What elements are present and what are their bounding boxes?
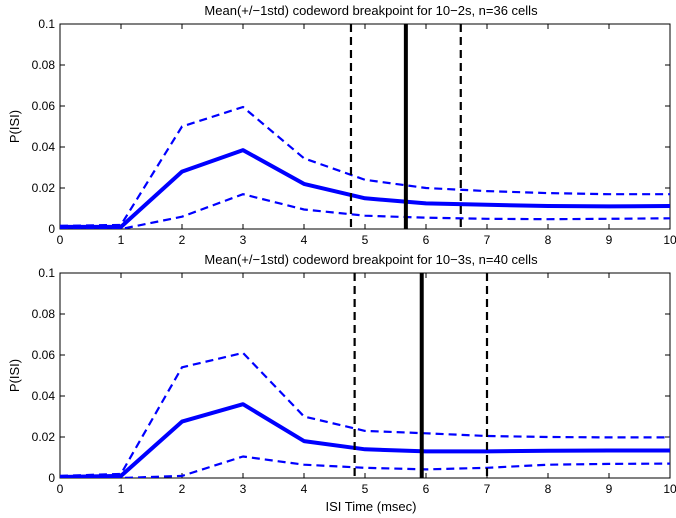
x-tick-label: 7 [484, 233, 491, 247]
y-axis-label: P(ISI) [7, 359, 22, 392]
x-tick-label: 0 [57, 482, 64, 496]
x-tick-label: 6 [423, 233, 430, 247]
series-line-mean [60, 148, 670, 229]
series-line-upper [60, 351, 670, 477]
x-tick-label: 3 [240, 482, 247, 496]
y-tick-label: 0.06 [32, 99, 56, 113]
x-tick-label: 9 [606, 233, 613, 247]
y-tick-label: 0.02 [32, 430, 56, 444]
x-tick-label: 4 [301, 233, 308, 247]
chart-panel-2: Mean(+/−1std) codeword breakpoint for 10… [7, 252, 676, 514]
x-tick-label: 5 [362, 233, 369, 247]
chart-panel-1: Mean(+/−1std) codeword breakpoint for 10… [7, 3, 676, 247]
y-axis-label: P(ISI) [7, 110, 22, 143]
series-line-lower [60, 455, 670, 478]
x-tick-label: 9 [606, 482, 613, 496]
series-line-lower [60, 193, 670, 229]
x-tick-label: 8 [545, 233, 552, 247]
x-tick-label: 3 [240, 233, 247, 247]
x-tick-label: 7 [484, 482, 491, 496]
x-tick-label: 0 [57, 233, 64, 247]
series-line-mean [60, 402, 670, 478]
y-tick-label: 0 [48, 471, 55, 485]
x-tick-label: 1 [118, 233, 125, 247]
y-tick-label: 0.08 [32, 58, 56, 72]
x-tick-label: 4 [301, 482, 308, 496]
x-tick-label: 6 [423, 482, 430, 496]
y-tick-label: 0.1 [38, 17, 55, 31]
chart-title: Mean(+/−1std) codeword breakpoint for 10… [204, 252, 538, 267]
x-tick-label: 10 [663, 233, 676, 247]
x-tick-label: 8 [545, 482, 552, 496]
series-line-upper [60, 105, 670, 227]
y-tick-label: 0 [48, 222, 55, 236]
x-axis-label: ISI Time (msec) [325, 499, 416, 514]
x-tick-label: 5 [362, 482, 369, 496]
chart-title: Mean(+/−1std) codeword breakpoint for 10… [204, 3, 538, 18]
x-tick-label: 2 [179, 482, 186, 496]
y-tick-label: 0.1 [38, 266, 55, 280]
x-tick-label: 10 [663, 482, 676, 496]
y-tick-label: 0.04 [32, 140, 56, 154]
y-tick-label: 0.02 [32, 181, 56, 195]
x-tick-label: 1 [118, 482, 125, 496]
y-tick-label: 0.06 [32, 348, 56, 362]
y-tick-label: 0.04 [32, 389, 56, 403]
y-tick-label: 0.08 [32, 307, 56, 321]
x-tick-label: 2 [179, 233, 186, 247]
